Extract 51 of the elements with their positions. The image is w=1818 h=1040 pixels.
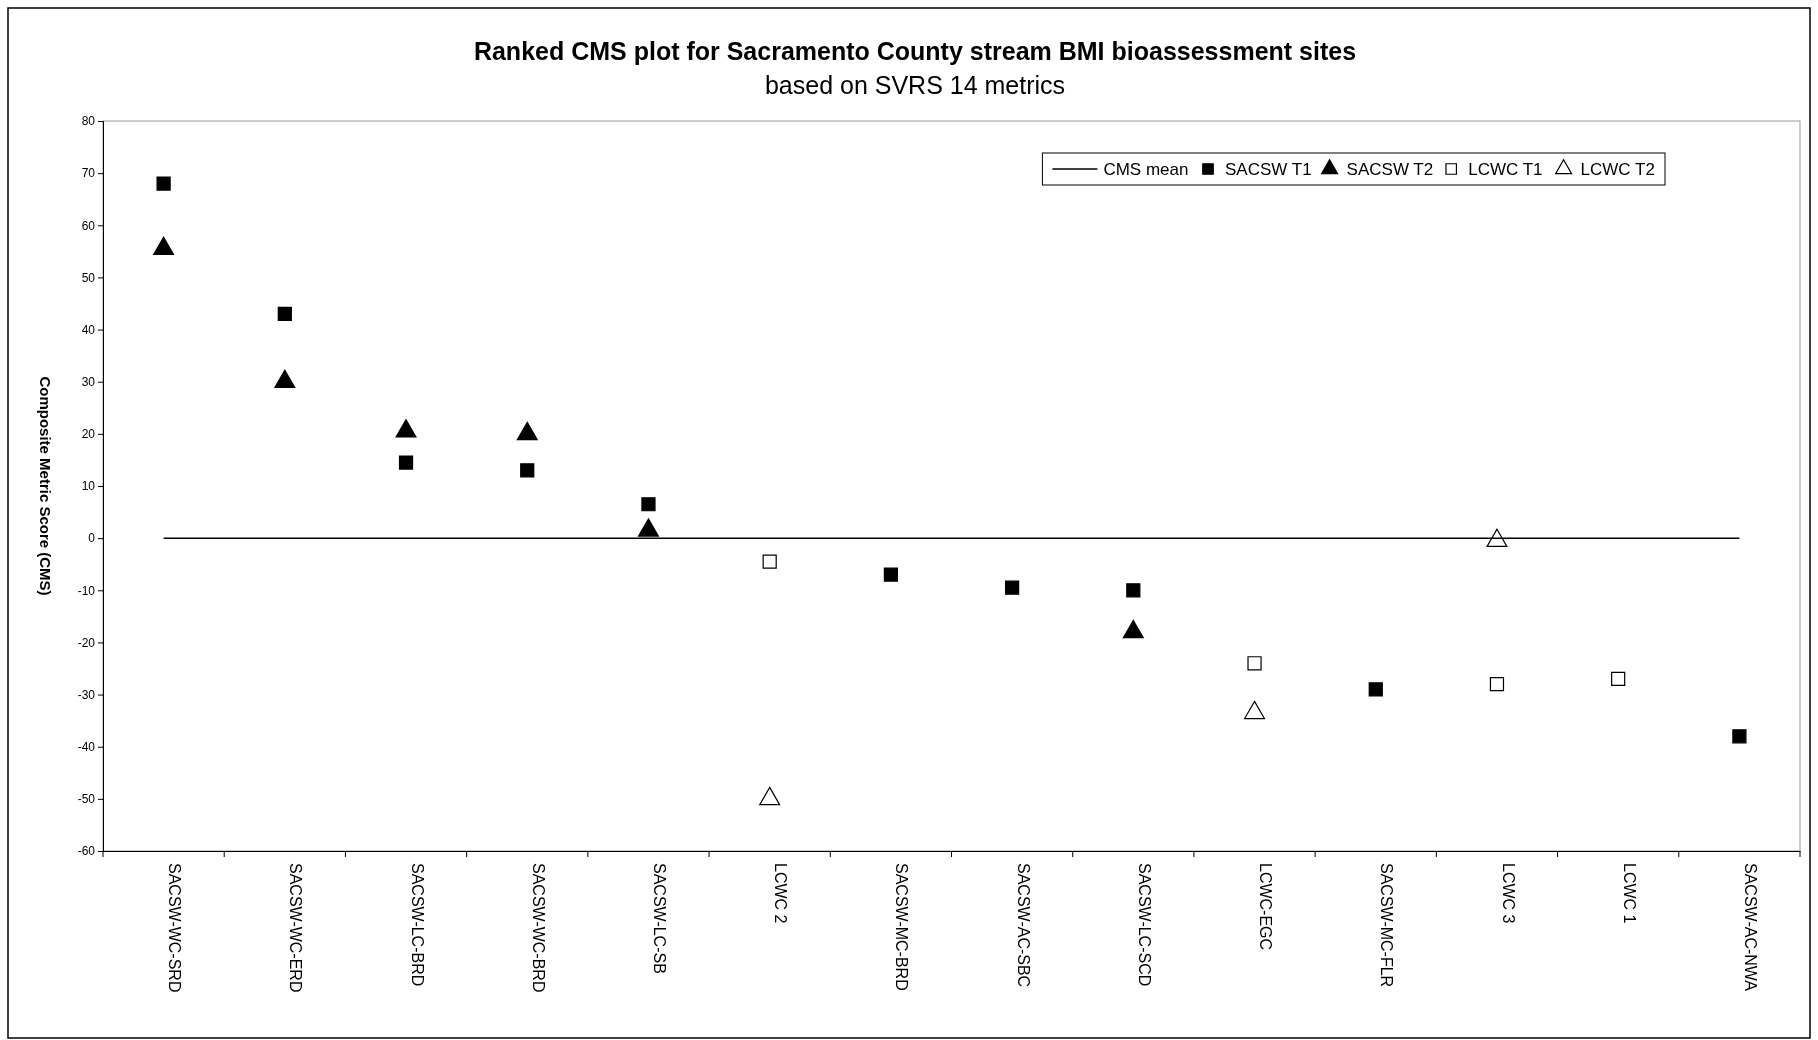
chart-title: Ranked CMS plot for Sacramento County stream BMI bioassessment sites — [473, 37, 1357, 65]
x-tick-label: SACSW-WC-ERD — [287, 863, 305, 993]
y-tick-label: 0 — [88, 531, 96, 546]
x-tick-label: SACSW-AC-NWA — [1741, 863, 1759, 992]
legend-label: CMS mean — [1103, 160, 1189, 179]
point — [1368, 682, 1383, 697]
y-tick-label: 60 — [81, 218, 96, 233]
point — [156, 176, 171, 191]
y-tick-label: 80 — [81, 114, 96, 129]
point — [1247, 656, 1262, 671]
y-tick-label: -60 — [77, 844, 96, 859]
y-tick-label: 50 — [81, 270, 96, 285]
legend-label: LCWC T1 — [1468, 160, 1543, 179]
point — [762, 554, 777, 569]
x-tick-label: LCWC 2 — [772, 863, 790, 924]
point — [1126, 583, 1141, 598]
x-tick-label: SACSW-MC-BRD — [893, 863, 911, 991]
point — [641, 497, 656, 512]
x-tick-label: SACSW-WC-BRD — [529, 863, 547, 993]
y-tick-label: 20 — [81, 427, 96, 442]
x-tick-label: SACSW-LC-SB — [651, 863, 669, 974]
point — [1004, 580, 1020, 595]
x-tick-label: LCWC 1 — [1620, 863, 1638, 924]
legend-label: SACSW T1 — [1225, 160, 1312, 179]
x-tick-label: SACSW-WC-SRD — [166, 863, 184, 993]
x-tick-label: LCWC 3 — [1499, 863, 1517, 924]
y-tick-label: -10 — [77, 583, 96, 598]
y-tick-label: -20 — [77, 635, 96, 650]
x-tick-label: SACSW-LC-SCD — [1135, 863, 1153, 987]
point — [277, 306, 292, 322]
legend-label: SACSW T2 — [1346, 160, 1434, 179]
x-tick-label: SACSW-LC-BRD — [408, 863, 426, 987]
x-tick-label: SACSW-AC-SBC — [1014, 863, 1032, 988]
y-tick-label: 70 — [81, 166, 96, 181]
y-tick-label: -50 — [77, 792, 96, 807]
y-tick-label: 10 — [81, 479, 96, 494]
y-tick-label: -30 — [77, 687, 96, 702]
x-tick-label: SACSW-MC-FLR — [1378, 863, 1396, 988]
point — [520, 463, 535, 478]
point — [1732, 729, 1747, 744]
chart-subtitle: based on SVRS 14 metrics — [764, 71, 1066, 99]
y-tick-label: -40 — [77, 740, 96, 755]
y-tick-label: 30 — [81, 375, 96, 390]
legend-label: LCWC T2 — [1580, 160, 1655, 179]
y-tick-label: 40 — [81, 322, 96, 337]
point — [398, 455, 414, 470]
point — [1611, 671, 1626, 687]
x-tick-label: LCWC-EGC — [1257, 863, 1275, 951]
point — [883, 567, 899, 582]
point — [1489, 677, 1505, 692]
y-axis-title: Composite Metric Score (CMS) — [37, 376, 54, 596]
